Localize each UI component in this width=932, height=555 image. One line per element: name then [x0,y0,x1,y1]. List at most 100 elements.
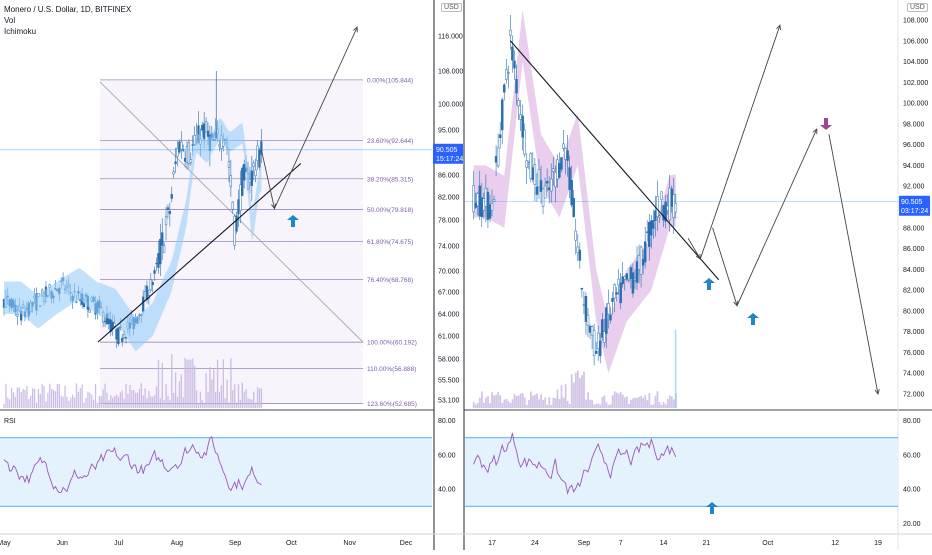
time-axis-tick: 7 [619,540,623,547]
time-axis-tick: 24 [531,540,539,547]
fib-level-label: 50.00%(79.818) [367,207,413,214]
volume-bar [49,383,51,408]
volume-bar [9,399,11,408]
volume-bar [521,393,524,408]
volume-bar [104,383,106,408]
time-axis-tick: Oct [286,540,297,547]
chart-header: Monero / U.S. Dollar, 1D, BITFINEX Vol I… [4,4,131,37]
volume-bar [72,394,74,408]
volume-bar [636,397,639,408]
resistance-trendline [509,40,720,281]
time-axis-tick: Dec [400,540,413,547]
candle-body [564,147,567,160]
volume-bar [644,394,647,408]
volume-bar [228,403,230,408]
volume-bar [192,358,194,408]
volume-bar [216,359,219,408]
candle-body [582,304,586,306]
right-currency-badge[interactable]: USD [907,3,928,12]
symbol-title[interactable]: Monero / U.S. Dollar, 1D, BITFINEX [4,5,132,14]
volume-bar [542,399,545,408]
volume-bar [58,384,60,408]
volume-bar [552,397,555,408]
price-axis-tick: 98.000 [903,121,925,128]
volume-bar [652,404,655,408]
volume-bar [576,370,579,408]
candle-body [586,314,590,326]
candle-body [556,159,559,180]
projection-arrowhead [733,300,739,307]
candle-body [235,215,238,232]
candle-body [523,129,526,155]
support-trendline [97,163,302,343]
volume-bar [560,385,563,408]
current-price-label: 90.505 [436,147,458,154]
candle-body [656,195,659,217]
buy-arrow-marker [703,278,715,290]
candle-body [176,147,179,157]
buy-arrow-marker [287,215,299,227]
candle-body [258,149,261,168]
volume-bar [232,389,234,408]
volume-bar [81,384,83,408]
time-axis-tick: Oct [762,540,773,547]
buy-arrow-marker [747,313,759,325]
left-currency-badge[interactable]: USD [441,3,462,12]
price-axis-tick: 106.000 [903,38,928,45]
volume-bar [110,395,112,408]
candle-body [570,180,573,206]
price-axis-tick: 92.000 [903,184,925,191]
candle-body [162,245,166,253]
time-axis-tick: Jul [114,540,123,547]
projection-arrowhead [874,389,880,396]
volume-bar [601,396,604,408]
candle-body [107,318,110,325]
price-axis-tick: 104.000 [903,59,928,66]
volume-bar [564,383,567,408]
volume-bar [258,388,261,408]
candle-body [552,168,555,172]
volume-bar [617,393,620,408]
candle-body [578,249,582,261]
price-axis-tick: 74.000 [438,244,460,251]
price-axis-tick: 80.000 [903,308,925,315]
volume-bar [163,400,165,408]
price-axis-tick: 84.000 [903,267,925,274]
candle-body [592,329,596,356]
volume-bar [491,392,493,408]
candle-body [180,141,183,150]
candle-body [113,322,116,327]
candle-countdown-label: 03:17:24 [901,208,928,215]
fib-level-label: 76.40%(68.768) [367,277,413,284]
volume-bar [75,383,78,408]
volume-bar [150,396,152,408]
candle-body [672,194,676,218]
volume-bar [113,395,116,408]
volume-bar [199,391,202,408]
volume-bar [249,399,251,408]
ichimoku-indicator-label[interactable]: Ichimoku [4,27,37,36]
candle-body [658,215,661,218]
volume-bar [664,404,667,408]
candle-body [627,278,631,281]
candle-body [142,296,145,312]
time-axis-tick: Sep [578,540,591,547]
candle-body [178,141,181,153]
candle-body [254,169,257,177]
volume-bar [20,392,22,408]
volume-bar [243,391,245,408]
volume-indicator-label[interactable]: Vol [4,16,16,25]
volume-bar [623,397,626,408]
volume-bar [215,392,217,408]
volume-bar [197,403,200,408]
volume-bar [213,369,215,408]
candle-body [166,207,170,210]
fib-level-label: 0.00%(105.844) [367,77,413,84]
candle-body [121,338,124,342]
price-axis-tick: 100.000 [903,101,928,108]
time-axis-tick: Sep [229,540,242,547]
candle-body [541,188,545,207]
price-axis-tick: 116.000 [438,34,463,41]
volume-bar [39,393,41,408]
